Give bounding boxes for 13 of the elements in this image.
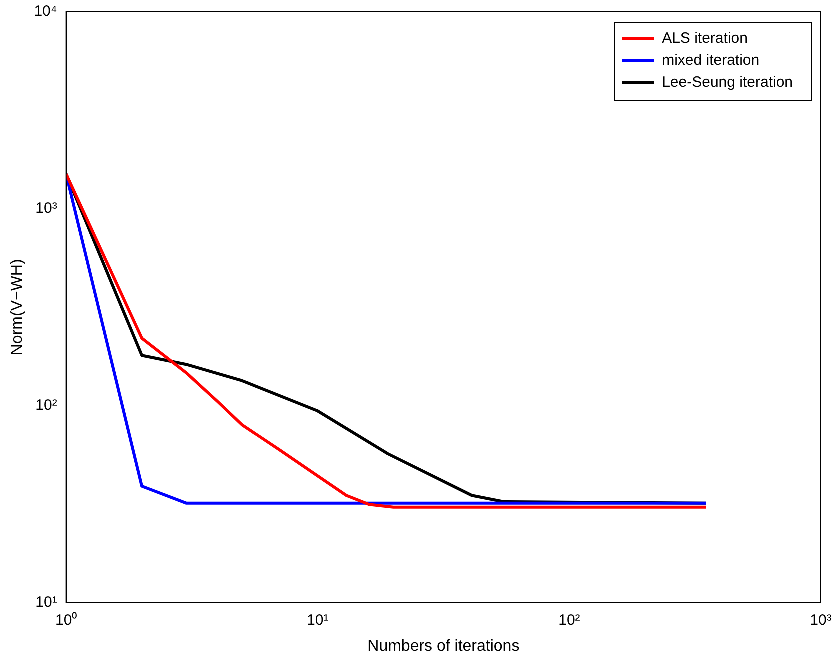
legend-label: mixed iteration [662,52,760,70]
legend-label: Lee-Seung iteration [662,74,794,92]
y-tick-label: 10⁴ [34,3,58,20]
x-tick-label: 10¹ [307,612,329,629]
x-tick-label: 10⁰ [55,612,78,629]
x-tick-label: 10² [558,612,580,629]
x-tick-label: 10³ [810,612,832,629]
y-tick-label: 10² [36,397,58,414]
y-axis-title: Norm(V−WH) [9,259,26,356]
legend-label: ALS iteration [662,30,748,48]
x-axis-title: Numbers of iterations [368,638,520,655]
y-tick-label: 10¹ [36,594,58,611]
y-tick-label: 10³ [36,200,58,218]
